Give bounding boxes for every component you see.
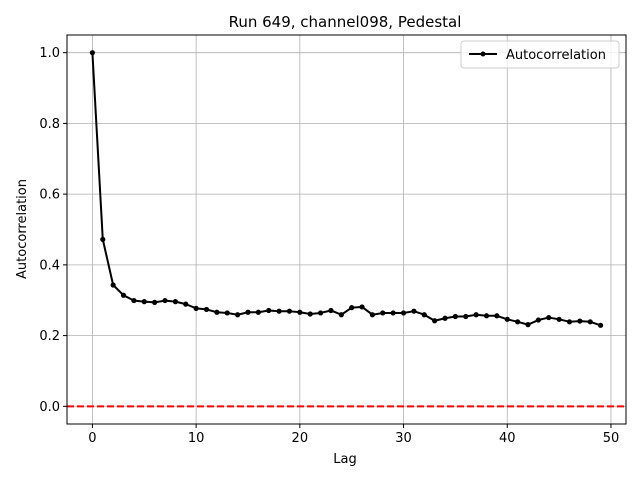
data-point xyxy=(152,299,158,305)
data-point xyxy=(597,322,604,328)
data-point xyxy=(328,307,334,314)
y-axis-ticks: 0.0 0.2 0.4 0.6 0.8 1.0 xyxy=(39,46,67,415)
data-point xyxy=(266,307,272,314)
data-point xyxy=(172,299,178,305)
x-tick-label: 10 xyxy=(188,431,205,446)
data-point xyxy=(369,312,376,318)
x-axis-label: Lag xyxy=(333,452,356,467)
data-point xyxy=(411,308,417,314)
y-tick-label: 0.2 xyxy=(39,329,60,344)
data-point xyxy=(110,282,116,288)
data-point xyxy=(193,305,199,311)
x-tick-label: 30 xyxy=(395,431,412,446)
y-axis-label: Autocorrelation xyxy=(15,179,30,279)
data-point xyxy=(255,309,261,315)
legend-box xyxy=(460,40,620,69)
data-point xyxy=(442,315,448,321)
data-point xyxy=(120,292,127,298)
y-tick-label: 0.4 xyxy=(39,258,60,273)
data-point xyxy=(162,297,168,304)
data-point xyxy=(546,314,552,321)
data-point xyxy=(183,301,189,307)
data-point xyxy=(276,308,282,314)
data-point xyxy=(432,318,438,324)
data-point xyxy=(349,305,355,311)
plot-frame xyxy=(66,34,627,425)
y-tick-label: 0.0 xyxy=(39,400,60,415)
y-tick-label: 0.6 xyxy=(39,188,60,203)
data-point xyxy=(89,50,96,56)
y-tick-label: 1.0 xyxy=(39,46,60,61)
data-point xyxy=(214,309,220,315)
x-tick-label: 20 xyxy=(292,431,309,446)
data-point xyxy=(307,311,313,317)
data-point xyxy=(390,310,396,316)
data-point xyxy=(317,310,324,316)
data-point xyxy=(515,319,521,325)
data-point xyxy=(483,313,490,319)
data-point xyxy=(100,236,106,243)
data-point xyxy=(535,317,541,323)
data-point xyxy=(338,312,344,318)
data-point xyxy=(525,322,531,328)
data-point xyxy=(245,309,251,315)
series-line xyxy=(91,52,601,327)
data-point xyxy=(224,310,230,316)
y-tick-label: 0.8 xyxy=(39,117,60,132)
data-point xyxy=(297,309,303,315)
data-point xyxy=(566,319,573,325)
data-point xyxy=(359,304,365,310)
legend-label: Autocorrelation xyxy=(506,48,606,63)
data-point xyxy=(587,319,593,325)
data-point xyxy=(494,313,500,319)
data-point xyxy=(577,318,583,324)
x-tick-label: 0 xyxy=(88,431,96,446)
x-tick-label: 40 xyxy=(499,431,516,446)
data-point xyxy=(452,313,458,320)
data-point xyxy=(504,316,510,322)
data-point xyxy=(235,312,241,318)
data-point xyxy=(463,313,469,320)
series-layer xyxy=(89,50,604,328)
data-point xyxy=(380,310,386,316)
data-point xyxy=(421,312,427,318)
data-point xyxy=(556,316,562,322)
x-axis-ticks: 0 10 20 30 40 50 xyxy=(88,424,619,446)
data-point xyxy=(131,297,137,304)
data-point xyxy=(473,312,479,318)
chart-title: Run 649, channel098, Pedestal xyxy=(229,13,462,31)
data-point xyxy=(141,299,147,305)
legend-marker-swatch xyxy=(480,51,486,57)
data-point xyxy=(286,308,293,314)
data-point xyxy=(203,306,210,313)
legend: Autocorrelation xyxy=(460,40,620,69)
x-tick-label: 50 xyxy=(603,431,620,446)
grid xyxy=(67,35,626,424)
data-point xyxy=(400,310,407,316)
